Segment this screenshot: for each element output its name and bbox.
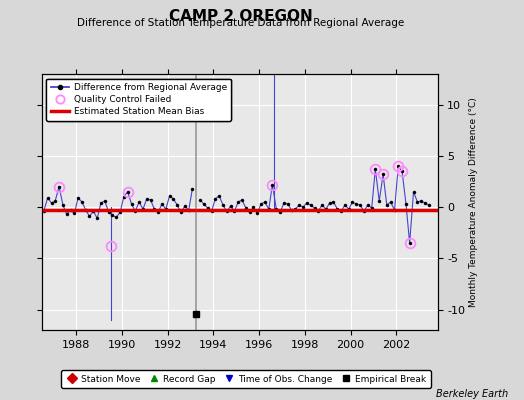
Text: Difference of Station Temperature Data from Regional Average: Difference of Station Temperature Data f… bbox=[78, 18, 405, 28]
Y-axis label: Monthly Temperature Anomaly Difference (°C): Monthly Temperature Anomaly Difference (… bbox=[470, 97, 478, 307]
Legend: Difference from Regional Average, Quality Control Failed, Estimated Station Mean: Difference from Regional Average, Qualit… bbox=[47, 78, 231, 121]
Text: Berkeley Earth: Berkeley Earth bbox=[436, 389, 508, 399]
Legend: Station Move, Record Gap, Time of Obs. Change, Empirical Break: Station Move, Record Gap, Time of Obs. C… bbox=[61, 370, 431, 388]
Text: CAMP 2 OREGON: CAMP 2 OREGON bbox=[169, 9, 313, 24]
